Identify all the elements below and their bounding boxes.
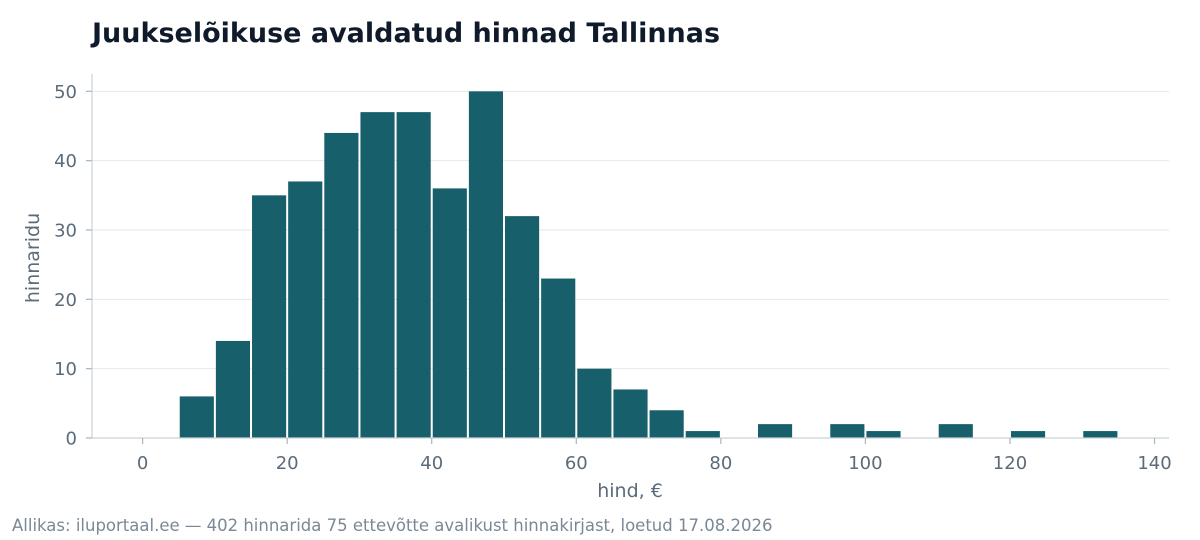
bar [577, 368, 612, 438]
bar [613, 389, 648, 438]
bar [288, 181, 323, 438]
x-axis-title: hind, € [597, 480, 663, 502]
bar [830, 424, 865, 438]
y-tick-label: 10 [54, 359, 77, 380]
bar [541, 278, 576, 438]
chart-title: Juukselõikuse avaldatud hinnad Tallinnas [92, 18, 721, 49]
bar [505, 216, 540, 438]
bar [649, 410, 684, 438]
bar [685, 431, 720, 438]
bar [757, 424, 793, 438]
y-tick-label: 30 [54, 221, 77, 242]
x-tick-label: 40 [420, 453, 443, 474]
y-tick-label: 40 [54, 151, 77, 172]
x-tick-label: 100 [848, 453, 882, 474]
x-tick-label: 120 [993, 453, 1027, 474]
bar [432, 188, 467, 438]
bar [215, 340, 251, 438]
bar [179, 396, 214, 438]
bar [1010, 431, 1046, 438]
bar [468, 91, 504, 438]
y-tick-label: 20 [54, 290, 77, 311]
bar [360, 112, 395, 438]
y-tick-label: 50 [54, 82, 77, 103]
x-tick-label: 0 [137, 453, 148, 474]
bar [324, 132, 359, 438]
x-tick-label: 80 [709, 453, 732, 474]
bar [396, 112, 431, 438]
bar [1083, 431, 1118, 438]
bar [252, 195, 287, 438]
bars [179, 91, 1118, 438]
bar [866, 431, 901, 438]
x-tick-label: 140 [1137, 453, 1171, 474]
bar [938, 424, 973, 438]
axes: 0 10 20 30 40 50 0 20 40 60 80 100 120 140 [54, 74, 1172, 474]
x-tick-label: 60 [565, 453, 588, 474]
y-axis-title: hinnaridu [22, 213, 44, 303]
x-tick-label: 20 [276, 453, 299, 474]
y-tick-label: 0 [66, 429, 77, 450]
source-note: Allikas: iluportaal.ee — 402 hinnarida 7… [12, 516, 773, 535]
